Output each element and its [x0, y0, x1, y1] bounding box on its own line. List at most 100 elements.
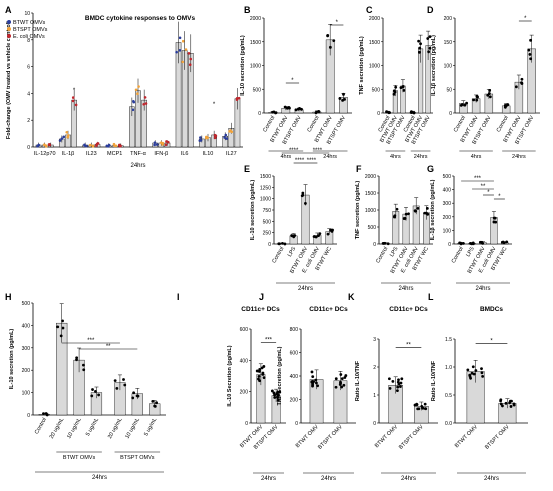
legend-entry: E. coli OMVs	[13, 34, 45, 40]
data-point	[187, 52, 191, 55]
y-axis-label: TNF secretion (pg/mL)	[359, 36, 365, 95]
significance-label: *	[487, 190, 490, 196]
x-axis-label: 24hrs	[321, 476, 336, 482]
data-point	[310, 370, 314, 374]
data-point	[178, 49, 182, 52]
significance-label: *	[291, 78, 294, 84]
x-tick-label: 20 ug/mL	[49, 417, 66, 440]
panel-a: A 0 2 4 6 8 10 Fold-change (OMV treated vs vehi…	[5, 5, 243, 169]
data-point	[480, 371, 484, 375]
data-point	[334, 385, 338, 389]
data-point	[399, 385, 402, 388]
data-point	[95, 144, 98, 147]
y-tick-label: 500	[22, 301, 31, 307]
y-tick-label: 0	[295, 421, 298, 427]
y-tick-label: 0	[448, 242, 451, 248]
y-tick-label: 10	[24, 11, 30, 17]
data-point	[225, 137, 229, 140]
significance-label: *	[213, 102, 216, 108]
data-point	[425, 206, 429, 210]
data-point	[96, 142, 100, 145]
y-tick-label: 0	[268, 242, 271, 248]
y-tick-label: 300	[443, 201, 452, 207]
x-tick-label: LPS	[465, 246, 476, 258]
y-axis-label: IL-1β secretion (pg/mL)	[431, 35, 437, 96]
y-tick-label: 500	[443, 174, 452, 180]
data-point	[391, 379, 395, 383]
data-point	[257, 374, 261, 378]
data-point	[166, 140, 170, 144]
data-point	[514, 85, 518, 89]
data-point	[466, 368, 470, 372]
data-point	[262, 365, 266, 368]
data-point	[97, 393, 101, 397]
data-point	[132, 99, 135, 103]
data-point	[400, 377, 404, 381]
group-label: 4hrs	[471, 154, 482, 160]
y-tick-label: 600	[290, 351, 299, 357]
data-point	[257, 377, 260, 381]
data-point	[392, 89, 396, 93]
data-point	[261, 371, 265, 375]
data-point	[396, 385, 400, 389]
y-tick-label: 2	[373, 365, 376, 371]
significance-label: ****	[307, 158, 317, 164]
x-tick-label: Control	[451, 246, 465, 264]
data-point	[468, 375, 472, 378]
y-tick-label: 1	[373, 393, 376, 399]
legend-marker	[7, 20, 11, 24]
y-tick-label: 100	[443, 228, 452, 234]
data-point	[66, 134, 70, 137]
data-point	[283, 242, 287, 246]
data-point	[472, 98, 476, 102]
data-point	[417, 407, 421, 411]
y-tick-label: 800	[290, 327, 299, 333]
data-point	[117, 143, 121, 147]
y-tick-label: 100	[444, 64, 453, 70]
data-point	[338, 97, 342, 100]
data-point	[184, 48, 188, 51]
data-point	[386, 242, 390, 246]
data-point	[520, 77, 524, 81]
data-point	[175, 50, 178, 54]
x-tick-label: Control	[307, 115, 321, 133]
data-point	[494, 220, 498, 224]
data-point	[487, 92, 491, 95]
group-label: 24hrs	[414, 154, 428, 160]
data-point	[416, 207, 420, 210]
data-point	[48, 143, 51, 146]
data-point	[315, 381, 318, 385]
data-point	[235, 97, 239, 100]
data-point	[343, 376, 347, 379]
y-tick-label: 6	[27, 65, 30, 71]
data-point	[326, 232, 330, 236]
data-point	[155, 143, 159, 146]
data-point	[475, 98, 479, 102]
data-point	[472, 372, 476, 376]
panel-label: A	[5, 5, 12, 15]
data-point	[137, 85, 140, 88]
data-point	[90, 394, 94, 398]
data-point	[143, 96, 147, 99]
x-axis-label: 24hrs	[484, 476, 499, 482]
x-tick-label: BTSPT OMV	[317, 424, 344, 451]
panel-label: J	[259, 292, 264, 302]
legend-marker	[7, 27, 11, 31]
significance-label: ***	[474, 176, 482, 182]
y-tick-label: 500	[372, 87, 381, 93]
data-point	[230, 130, 234, 134]
y-tick-label: 0	[258, 111, 261, 117]
data-point	[206, 136, 209, 140]
x-tick-label: LPS	[287, 246, 298, 258]
y-tick-label: 0	[27, 413, 30, 419]
data-point	[273, 396, 277, 399]
data-point	[421, 406, 425, 410]
y-axis-label: TNF Secretion (pg/mL)	[277, 346, 283, 405]
x-tick-label: BTWT OMV	[295, 424, 320, 449]
chart-title: BMDCs	[480, 306, 503, 313]
x-tick-label: 10 ug/mL	[124, 417, 141, 440]
legend-marker	[7, 34, 11, 38]
data-point	[480, 367, 483, 371]
data-point	[136, 92, 139, 96]
